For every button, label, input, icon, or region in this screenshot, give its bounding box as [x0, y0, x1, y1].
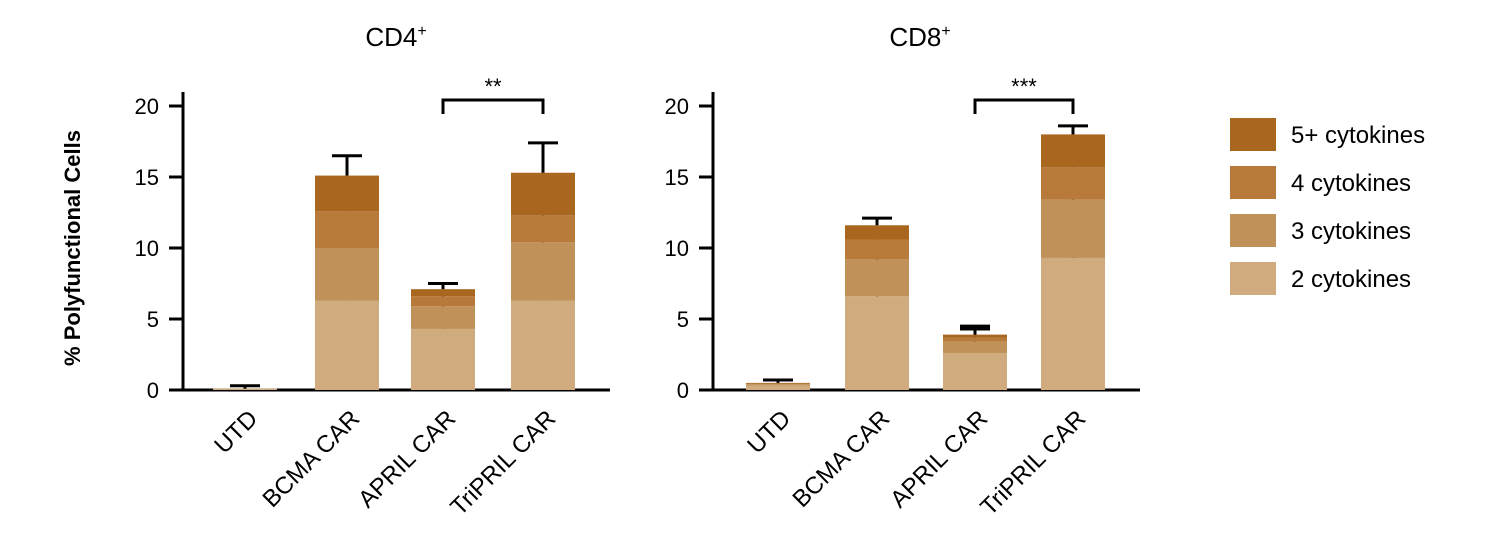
panel0-y-tick-label: 15: [135, 165, 159, 190]
panel1-category-label: TriPRIL CAR: [975, 405, 1091, 521]
panel0-bar-segment: [315, 175, 379, 212]
panel1-y-tick-label: 5: [677, 307, 689, 332]
panel1-bar-segment: [845, 239, 909, 260]
panel0-bar-segment: [411, 306, 475, 329]
panel0-bar-segment: [411, 296, 475, 307]
panel0-bar-segment: [511, 300, 575, 390]
panel1-bar-segment: [1041, 199, 1105, 258]
panel1-bar-segment: [943, 341, 1007, 354]
panel1-significance-label: ***: [1011, 74, 1037, 99]
panel1-y-tick-label: 10: [665, 236, 689, 261]
panel1-bar-segment: [1041, 134, 1105, 168]
panel0-category-label: APRIL CAR: [353, 405, 461, 513]
panel0-y-tick-label: 0: [147, 378, 159, 403]
panel0-y-tick-label: 5: [147, 307, 159, 332]
panel0-bar-segment: [411, 289, 475, 297]
panel1-bar-segment: [1041, 257, 1105, 390]
panel0-y-tick-label: 20: [135, 94, 159, 119]
panel0-title-superscript: +: [417, 23, 426, 40]
panel1-bar-segment: [746, 384, 810, 386]
legend-swatch: [1230, 214, 1276, 247]
legend-label: 2 cytokines: [1291, 266, 1411, 293]
panel1-bar-segment: [746, 382, 810, 384]
panel0-bar-segment: [511, 242, 575, 301]
legend-swatch: [1230, 166, 1276, 199]
panel1-y-tick-label: 20: [665, 94, 689, 119]
panel1-bar-segment: [1041, 167, 1105, 200]
panel0-bar-segment: [315, 211, 379, 248]
y-axis-label: % Polyfunctional Cells: [60, 130, 85, 366]
panel0-bar-segment: [511, 215, 575, 243]
panel0-y-tick-label: 10: [135, 236, 159, 261]
panel0-title-main: CD4: [365, 22, 417, 52]
panel1-bar-segment: [943, 334, 1007, 338]
panel1-bar-segment: [943, 353, 1007, 390]
panel1-category-label: UTD: [742, 405, 796, 459]
cd4-panel: CD4+ % Polyfunctional Cells 0 5 10 15 20 UTDBCM…: [60, 22, 610, 521]
legend-label: 5+ cytokines: [1291, 122, 1425, 149]
panel1-title-superscript: +: [941, 23, 950, 40]
legend-label: 4 cytokines: [1291, 170, 1411, 197]
panel1-bar-segment: [845, 225, 909, 240]
panel0-bar-segment: [315, 300, 379, 390]
panel0-significance-label: **: [484, 74, 502, 99]
panel1-y-tick-label: 0: [677, 378, 689, 403]
panel1-bar-segment: [746, 383, 810, 385]
panel0-bar-segment: [511, 172, 575, 216]
panel0-bar-segment: [411, 328, 475, 390]
panel1-significance-bracket: [973, 98, 1075, 114]
legend: 5+ cytokines 4 cytokines 3 cytokines 2 cyto…: [1230, 118, 1425, 295]
panel0-category-label: UTD: [209, 405, 263, 459]
panel0-category-label: TriPRIL CAR: [445, 405, 561, 521]
panel0-bar-segment: [213, 388, 277, 390]
panel1-category-label: APRIL CAR: [885, 405, 993, 513]
panel1-title: CD8+: [889, 22, 950, 52]
panel1-bar-segment: [943, 337, 1007, 342]
panel1-bar-segment: [746, 385, 810, 390]
panel1-title-main: CD8: [889, 22, 941, 52]
legend-label: 3 cytokines: [1291, 218, 1411, 245]
panel1-bar-segment: [845, 259, 909, 297]
panel1-y-tick-label: 15: [665, 165, 689, 190]
panel1-category-label: BCMA CAR: [788, 405, 896, 513]
legend-swatch: [1230, 118, 1276, 151]
panel0-bar-segment: [315, 248, 379, 301]
panel1-bar-segment: [845, 296, 909, 390]
legend-swatch: [1230, 262, 1276, 295]
panel0-category-label: BCMA CAR: [258, 405, 366, 513]
panel0-significance-bracket: [441, 98, 545, 114]
panel0-title: CD4+: [365, 22, 426, 52]
